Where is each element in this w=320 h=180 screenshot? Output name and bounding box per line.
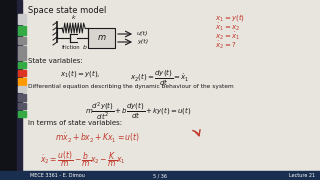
Text: $x_1 = y(t)$: $x_1 = y(t)$ (215, 12, 245, 23)
Text: $\dot{x}_1 = x_2$: $\dot{x}_1 = x_2$ (215, 21, 240, 33)
Bar (18, 46, 26, 53)
Bar (18, 54, 26, 60)
Text: $m\dfrac{d^2y(t)}{dt^2} + b\dfrac{dy(t)}{dt} + ky(t) = u(t)$: $m\dfrac{d^2y(t)}{dt^2} + b\dfrac{dy(t)}… (85, 100, 192, 122)
Bar (18, 26, 26, 35)
Bar (18, 94, 26, 101)
Text: Differential equation describing the dynamic behaviour of the system: Differential equation describing the dyn… (28, 84, 234, 89)
Bar (18, 86, 26, 92)
Bar (17, 0, 22, 180)
Text: $x_2 = \dot{x}_1$: $x_2 = \dot{x}_1$ (215, 30, 240, 42)
Bar (88, 28, 115, 48)
Bar (18, 37, 26, 44)
Text: b: b (83, 45, 87, 50)
Text: $x_2(t) = \dfrac{dy(t)}{dt} = \dot{x}_1$: $x_2(t) = \dfrac{dy(t)}{dt} = \dot{x}_1$ (130, 68, 189, 88)
Bar (18, 111, 26, 117)
Text: Lecture 21: Lecture 21 (289, 173, 315, 178)
Text: $\dot{x}_2 = ?$: $\dot{x}_2 = ?$ (215, 39, 236, 51)
Text: MECE 3361 - E. Dimou: MECE 3361 - E. Dimou (30, 173, 85, 178)
Text: Space state model: Space state model (28, 6, 106, 15)
Text: $m\dot{x}_2 + bx_2 + Kx_1 = u(t)$: $m\dot{x}_2 + bx_2 + Kx_1 = u(t)$ (55, 132, 140, 145)
Bar (0, 0, 17, 180)
Text: u(t): u(t) (137, 31, 148, 37)
Bar (18, 78, 26, 85)
Bar (18, 62, 26, 68)
Bar (0, 171, 320, 180)
Text: In terms of state variables:: In terms of state variables: (28, 120, 122, 126)
Text: $x_1(t) = y(t),$: $x_1(t) = y(t),$ (60, 68, 100, 79)
Text: State variables:: State variables: (28, 58, 83, 64)
Text: 5 / 36: 5 / 36 (153, 173, 167, 178)
Bar (18, 14, 26, 24)
Bar (18, 103, 26, 109)
Text: y(t): y(t) (137, 39, 148, 44)
Text: $\dot{x}_2 = \dfrac{u(t)}{m} - \dfrac{b}{m}x_2 - \dfrac{K}{m}x_1$: $\dot{x}_2 = \dfrac{u(t)}{m} - \dfrac{b}… (40, 150, 125, 169)
Text: k: k (72, 15, 75, 20)
Text: m: m (97, 33, 106, 42)
Text: friction: friction (62, 45, 80, 50)
Bar (18, 70, 26, 76)
